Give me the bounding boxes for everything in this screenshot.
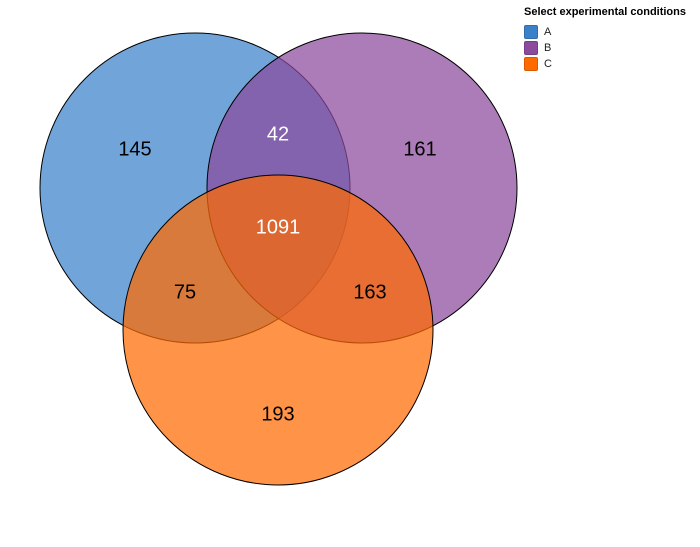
legend-item-c[interactable]: C	[524, 56, 552, 72]
venn-label-a_and_c: 75	[174, 281, 196, 303]
legend-item-a[interactable]: A	[524, 24, 552, 40]
venn-label-c_only: 193	[261, 403, 294, 425]
legend-title: Select experimental conditions	[524, 6, 686, 18]
venn-label-a_b_c: 1091	[256, 216, 301, 238]
legend-label-b: B	[544, 42, 551, 54]
venn-label-a_and_b: 42	[267, 123, 289, 145]
legend-label-a: A	[544, 26, 551, 38]
venn-label-b_only: 161	[403, 138, 436, 160]
legend-swatch-c	[524, 57, 538, 71]
legend-swatch-a	[524, 25, 538, 39]
venn-label-a_only: 145	[118, 138, 151, 160]
venn-diagram: 145 161 193 42 75 163 1091	[0, 0, 700, 547]
legend-swatch-b	[524, 41, 538, 55]
legend-item-b[interactable]: B	[524, 40, 552, 56]
legend-label-c: C	[544, 58, 552, 70]
legend: A B C	[524, 24, 552, 72]
venn-label-b_and_c: 163	[353, 281, 386, 303]
